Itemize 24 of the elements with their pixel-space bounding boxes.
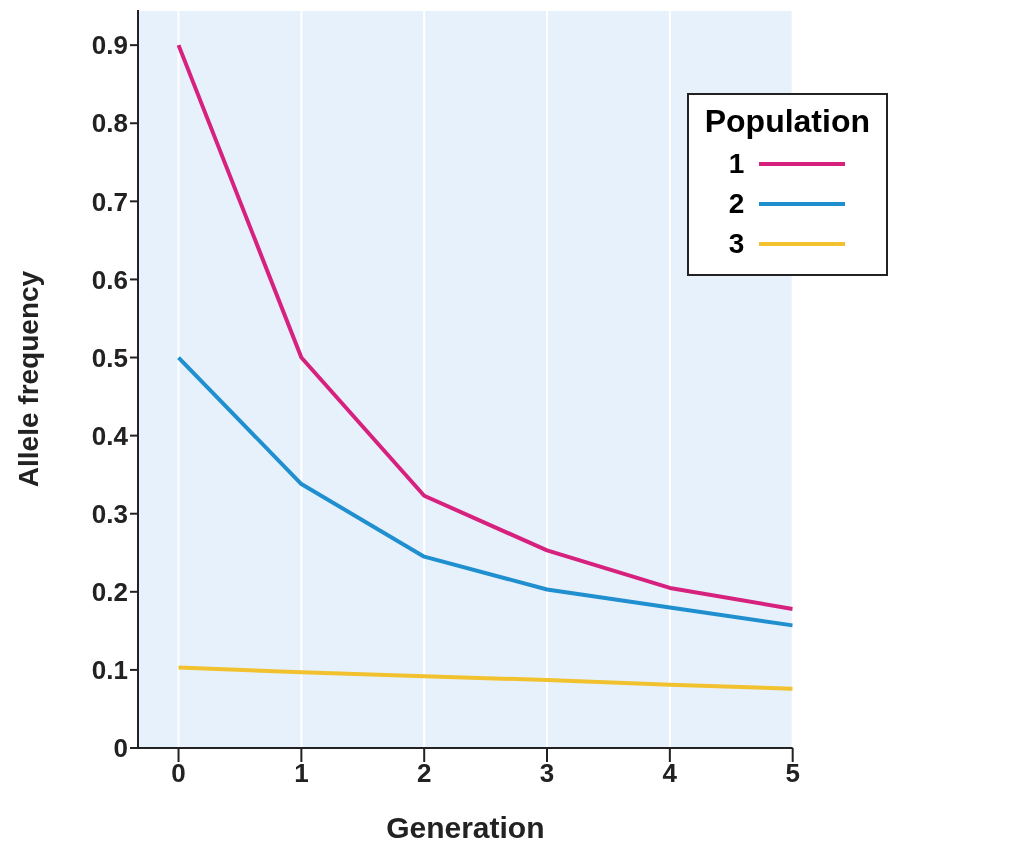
- x-tick-label: 0: [171, 758, 186, 789]
- line-series: [176, 665, 793, 691]
- x-tick-label: 1: [294, 758, 309, 789]
- y-tick-label: 0.4: [91, 420, 129, 451]
- legend-title: Population: [704, 103, 870, 140]
- y-tick-label: 0.5: [91, 342, 128, 373]
- y-tick-label: 0.3: [91, 498, 128, 529]
- x-tick-label: 4: [662, 758, 678, 789]
- x-tick-label: 2: [416, 758, 432, 789]
- x-tick-label: 5: [785, 758, 800, 789]
- y-tick-label: 0.7: [91, 186, 128, 217]
- y-tick-label: 0.2: [91, 577, 128, 608]
- legend-label: 1: [728, 147, 746, 181]
- x-axis-title: Generation: [386, 811, 545, 844]
- y-tick-label: 0.6: [91, 264, 128, 295]
- legend-label: 3: [728, 227, 746, 261]
- y-axis-title: Allele frequency: [12, 270, 44, 488]
- y-tick-label: 0.9: [91, 30, 128, 61]
- y-tick-label: 0: [113, 733, 128, 764]
- legend-label: 2: [728, 187, 746, 221]
- line-series: [176, 355, 793, 628]
- y-tick-label: 0.1: [91, 655, 128, 686]
- x-tick-label: 3: [539, 758, 555, 789]
- y-tick-label: 0.8: [91, 108, 128, 139]
